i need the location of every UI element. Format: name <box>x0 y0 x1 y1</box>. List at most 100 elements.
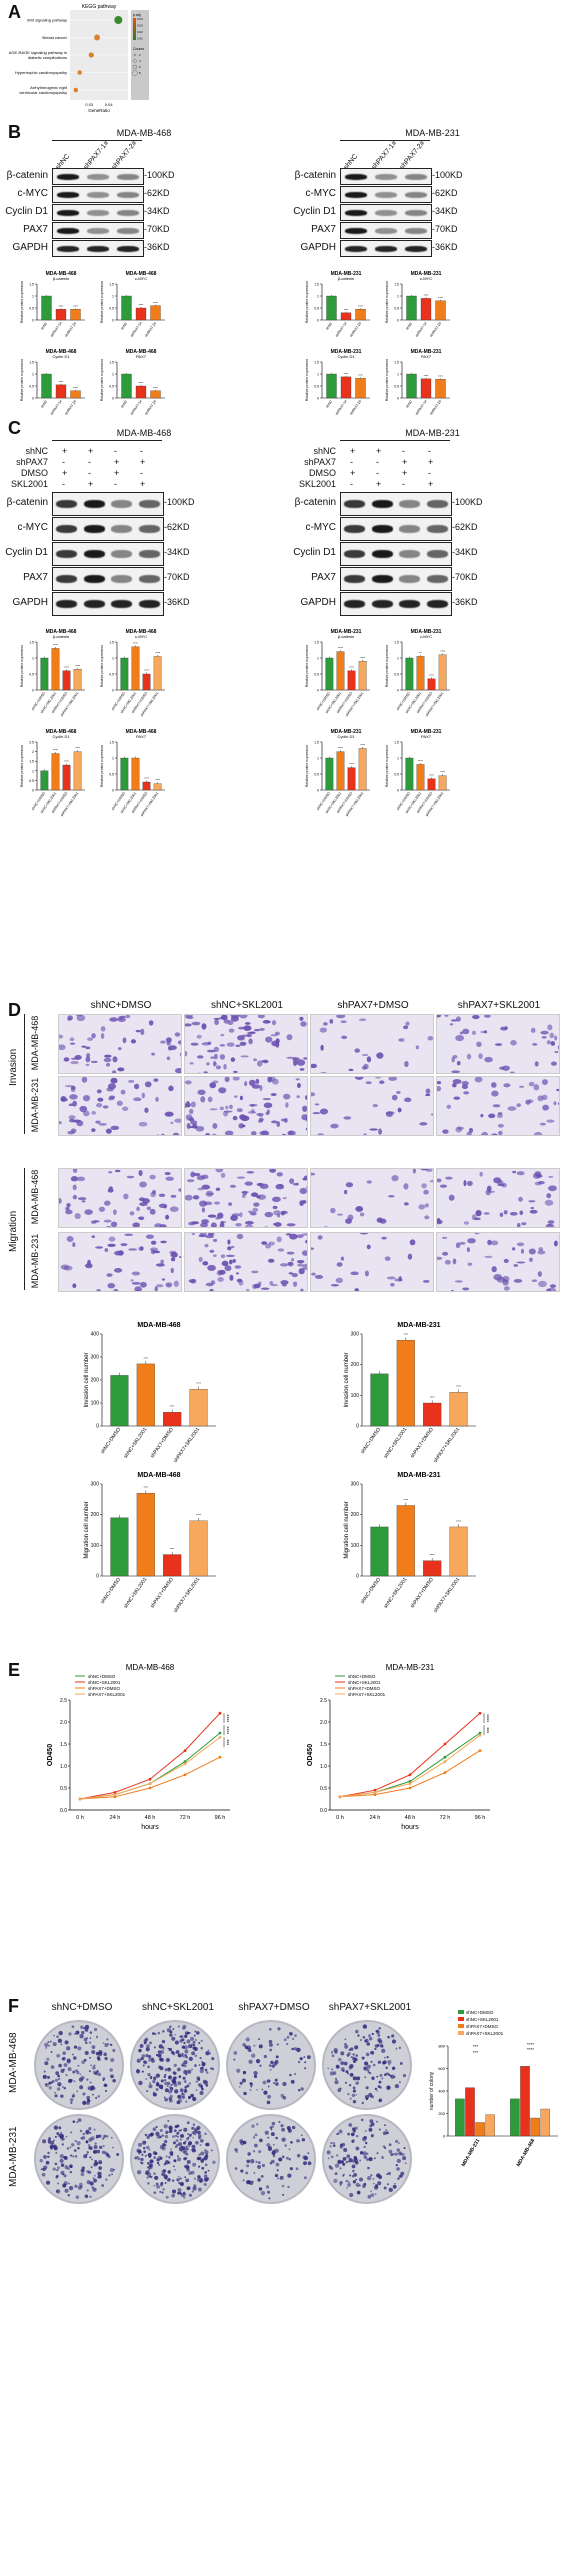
protein-band <box>138 524 160 534</box>
bar <box>121 373 132 399</box>
colony-dish <box>322 2114 412 2204</box>
protein-band <box>56 245 80 252</box>
protein-band <box>86 209 110 216</box>
blot-strip <box>340 204 432 221</box>
bar <box>62 764 71 791</box>
cell-line-label: MDA-MB-468 <box>8 2032 19 2093</box>
x-tick-label: shPAX7-2# <box>349 399 362 416</box>
kd-label: -62KD <box>432 187 458 198</box>
y-tick-label: 0 <box>32 319 34 323</box>
bar <box>135 307 147 321</box>
protein-band <box>344 599 366 609</box>
y-tick-label: 0 <box>397 319 399 323</box>
cell-stain-pattern <box>311 1233 433 1291</box>
y-tick-label: 0.5 <box>109 673 114 677</box>
kd-label: -36KD <box>144 241 170 252</box>
x-tick-label: shNC <box>405 399 414 409</box>
lane-label: shPAX7-2# <box>110 139 139 171</box>
panel-a: KEGG pathway Wnt signaling pathway Breast … <box>0 0 577 120</box>
blot-strip <box>52 240 144 257</box>
blot-strip <box>340 592 452 616</box>
significance-label: **** <box>430 1553 436 1557</box>
protein-band <box>138 549 160 559</box>
bar <box>438 654 447 691</box>
y-tick-label: 0 <box>32 789 34 793</box>
count-tick: 6 <box>139 65 141 69</box>
significance-label: **** <box>153 386 159 390</box>
condition-label: shPAX7 <box>16 457 48 467</box>
kd-label: -70KD <box>144 223 170 234</box>
chart-title: MDA-MB-231 <box>411 729 442 735</box>
pathway-dot <box>77 70 82 75</box>
colony-pattern <box>233 2027 311 2105</box>
significance-label: *** <box>227 1739 233 1745</box>
condition-mark: + <box>428 457 434 467</box>
bar <box>475 2122 485 2137</box>
data-point <box>373 1791 377 1794</box>
protein-band <box>399 599 421 609</box>
bar <box>355 309 366 321</box>
protein-band <box>374 191 398 198</box>
colony-dish <box>130 2114 220 2204</box>
condition-mark: + <box>140 457 146 467</box>
bar <box>70 309 81 321</box>
y-axis-label: Relative protein expression <box>305 281 309 323</box>
bar <box>51 648 60 691</box>
bar <box>416 656 425 691</box>
y-tick-label: 1.5 <box>394 641 399 645</box>
micrograph <box>310 1232 434 1292</box>
colony-pattern <box>134 2119 216 2199</box>
western-blot-c-mda231: MDA-MB-231 shNC + + - - shPAX7- - + + DMSO + - + - SKL2… <box>288 420 577 620</box>
legend-label: shNC+DMSO <box>88 1674 116 1679</box>
protein-label: GAPDH <box>12 241 48 253</box>
condition-mark: - <box>376 457 379 467</box>
title-underline <box>52 440 162 441</box>
bar <box>120 757 129 791</box>
column-label: shPAX7+DMSO <box>238 2002 310 2013</box>
cell-stain-pattern <box>437 1170 557 1227</box>
data-point <box>183 1773 187 1777</box>
significance-label: **** <box>424 374 430 378</box>
protein-band <box>116 245 140 252</box>
bar <box>40 770 49 791</box>
y-tick-label: 100 <box>91 1401 100 1407</box>
bar <box>62 670 71 691</box>
chart-title: MDA-MB-468 <box>126 1663 175 1672</box>
bar <box>406 373 417 399</box>
y-tick-label: 1.5 <box>29 641 34 645</box>
bar <box>189 1520 208 1577</box>
bar <box>370 1526 389 1577</box>
blot-strip <box>52 517 164 541</box>
protein-band <box>86 227 110 234</box>
y-axis-label: Relative protein expression <box>305 745 309 787</box>
bar <box>163 1554 182 1577</box>
condition-mark: - <box>114 479 117 489</box>
significance-label: **** <box>143 1356 149 1360</box>
legend-label: shPAX7+DMSO <box>348 1686 381 1691</box>
bar <box>370 1373 389 1427</box>
western-blot-b-mda468: MDA-MB-468 shNC shPAX7-1# shPAX7-2# β-cateni… <box>0 120 288 265</box>
count-legend-dot <box>133 59 137 63</box>
data-point <box>148 1782 152 1785</box>
y-tick-label: 0 <box>317 397 319 401</box>
blot-strip <box>52 168 144 185</box>
y-tick-label: 1.0 <box>60 1764 67 1770</box>
blot-strip <box>340 240 432 257</box>
kd-label: -34KD <box>452 547 478 557</box>
bar <box>326 295 337 321</box>
series-line <box>79 1712 221 1800</box>
panel-letter-f: F <box>8 1996 19 2016</box>
padj-tick: 0.01 <box>137 37 143 41</box>
y-tick-label: 1.5 <box>29 283 34 287</box>
group-label: Invasion <box>8 1048 19 1086</box>
significance-label: **** <box>338 746 344 750</box>
data-point <box>478 1711 482 1715</box>
x-tick-label: shPAX7+DMSO <box>409 1577 434 1610</box>
y-tick-label: 800 <box>438 2044 445 2049</box>
bar <box>540 2108 550 2137</box>
significance-label: *** <box>487 1727 493 1733</box>
